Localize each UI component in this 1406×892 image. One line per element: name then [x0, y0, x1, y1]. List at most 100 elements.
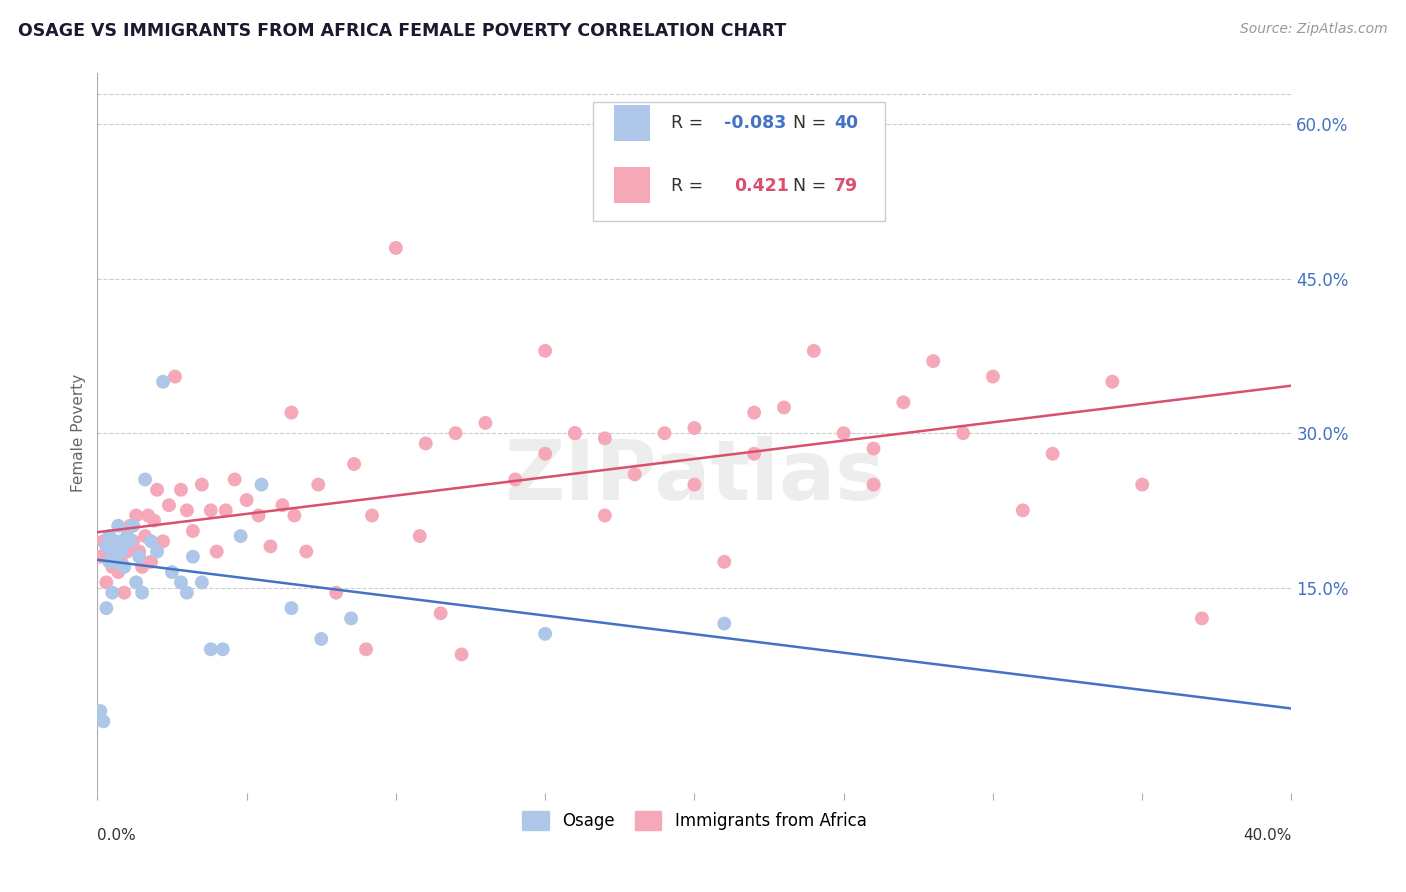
Text: ZIPatlas: ZIPatlas	[503, 436, 884, 516]
Text: R =: R =	[671, 114, 709, 132]
Point	[1101, 375, 1123, 389]
Point	[409, 529, 432, 543]
Point	[146, 483, 169, 497]
FancyBboxPatch shape	[614, 104, 650, 141]
Point	[110, 555, 132, 569]
Point	[862, 442, 884, 456]
Point	[98, 529, 121, 543]
Point	[110, 534, 132, 549]
Point	[981, 369, 1004, 384]
Text: Source: ZipAtlas.com: Source: ZipAtlas.com	[1240, 22, 1388, 37]
Point	[176, 585, 198, 599]
Point	[110, 544, 132, 558]
Point	[134, 473, 156, 487]
Point	[170, 575, 193, 590]
Point	[96, 575, 118, 590]
Point	[91, 714, 114, 729]
Point	[534, 627, 557, 641]
Point	[773, 401, 796, 415]
Point	[343, 457, 366, 471]
Point	[623, 467, 645, 482]
Point	[101, 544, 124, 558]
Point	[235, 493, 257, 508]
Point	[125, 508, 148, 523]
Point	[122, 534, 145, 549]
Point	[89, 549, 111, 564]
Point	[593, 431, 616, 445]
Point	[104, 555, 127, 569]
Point	[280, 406, 302, 420]
FancyBboxPatch shape	[593, 102, 886, 220]
Point	[534, 343, 557, 358]
Point	[280, 601, 302, 615]
Point	[131, 585, 153, 599]
Point	[139, 534, 162, 549]
Point	[250, 477, 273, 491]
Point	[104, 534, 127, 549]
Point	[309, 632, 332, 646]
Point	[128, 549, 150, 564]
Point	[952, 426, 974, 441]
Point	[143, 514, 166, 528]
Point	[444, 426, 467, 441]
Point	[229, 529, 252, 543]
Text: 79: 79	[834, 178, 858, 195]
Point	[450, 648, 472, 662]
Point	[96, 601, 118, 615]
Point	[1130, 477, 1153, 491]
Point	[832, 163, 855, 178]
Text: N =: N =	[782, 178, 831, 195]
Point	[1042, 447, 1064, 461]
Point	[115, 544, 138, 558]
Text: 40: 40	[834, 114, 858, 132]
Point	[205, 544, 228, 558]
Point	[170, 483, 193, 497]
Point	[832, 426, 855, 441]
Point	[120, 518, 142, 533]
Point	[136, 508, 159, 523]
Point	[862, 477, 884, 491]
Point	[295, 544, 318, 558]
Point	[134, 529, 156, 543]
Point	[125, 575, 148, 590]
Point	[128, 544, 150, 558]
Point	[101, 585, 124, 599]
Point	[107, 540, 129, 554]
Point	[307, 477, 329, 491]
Point	[713, 616, 735, 631]
Point	[271, 498, 294, 512]
Point	[181, 549, 204, 564]
Point	[474, 416, 496, 430]
Point	[742, 406, 765, 420]
Point	[534, 447, 557, 461]
Point	[1011, 503, 1033, 517]
FancyBboxPatch shape	[614, 168, 650, 203]
Text: 40.0%: 40.0%	[1243, 828, 1292, 843]
Point	[152, 534, 174, 549]
Point	[415, 436, 437, 450]
Point	[91, 534, 114, 549]
Point	[564, 426, 586, 441]
Point	[325, 585, 347, 599]
Point	[361, 508, 384, 523]
Text: -0.083: -0.083	[724, 114, 786, 132]
Point	[139, 555, 162, 569]
Point	[224, 473, 246, 487]
Point	[503, 473, 526, 487]
Point	[98, 540, 121, 554]
Point	[96, 540, 118, 554]
Text: 0.421: 0.421	[734, 178, 789, 195]
Point	[683, 421, 706, 435]
Point	[160, 565, 183, 579]
Point	[1191, 611, 1213, 625]
Point	[211, 642, 233, 657]
Y-axis label: Female Poverty: Female Poverty	[72, 374, 86, 492]
Point	[683, 477, 706, 491]
Point	[176, 503, 198, 517]
Point	[112, 560, 135, 574]
Point	[340, 611, 363, 625]
Text: N =: N =	[782, 114, 831, 132]
Point	[713, 555, 735, 569]
Point	[283, 508, 305, 523]
Point	[157, 498, 180, 512]
